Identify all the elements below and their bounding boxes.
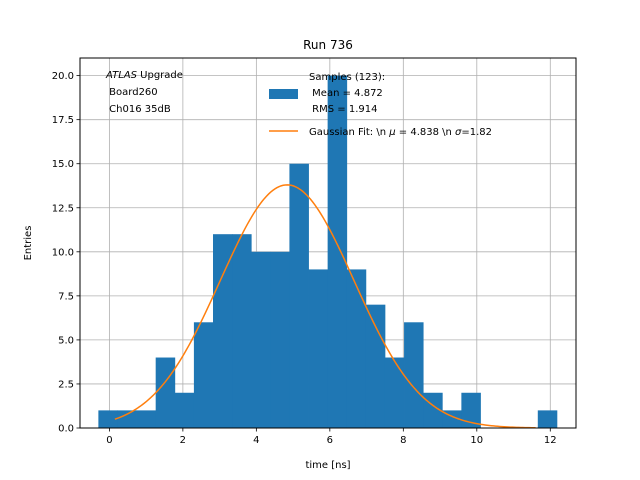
histogram-bar: [232, 234, 252, 428]
legend-fit-end: =1.82: [461, 127, 492, 138]
histogram-bar: [117, 410, 137, 428]
histogram-bar: [346, 269, 367, 428]
histogram-bar: [384, 357, 405, 428]
annotation-line-1: ATLAS Upgrade: [105, 70, 183, 81]
y-tick-label: 5.0: [58, 335, 74, 346]
histogram-bar: [537, 410, 558, 428]
gaussian-fit-curve: [114, 184, 536, 429]
histogram-bars: [98, 75, 558, 428]
histogram-bar: [289, 163, 309, 428]
histogram-bar: [270, 251, 290, 428]
histogram-bar: [155, 357, 176, 428]
y-tick-label: 7.5: [58, 291, 74, 302]
y-tick-label: 10.0: [52, 247, 74, 258]
histogram-bar: [251, 251, 271, 428]
annotation-line-2: Board260: [106, 87, 158, 98]
annotation-line-3: Ch016 35dB: [106, 104, 171, 115]
y-tick-label: 20.0: [52, 71, 74, 82]
x-tick-label: 6: [327, 435, 333, 446]
plot-frame: [79, 57, 577, 429]
legend-fit-label: Gaussian Fit: \n μ = 4.838 \n σ=1.82: [309, 127, 492, 138]
x-tick-label: 2: [180, 435, 186, 446]
gaussian-fit: [114, 184, 536, 429]
x-tick-label: 12: [544, 435, 557, 446]
x-tick-label: 10: [470, 435, 483, 446]
x-tick-label: 8: [400, 435, 406, 446]
histogram-bar: [327, 75, 348, 428]
x-tick-label: 4: [253, 435, 259, 446]
histogram-bar: [404, 322, 424, 428]
annotation-upgrade: Upgrade: [137, 70, 183, 81]
legend-hist-line-3: RMS = 1.914: [309, 104, 377, 115]
histogram-bar: [174, 392, 195, 428]
legend-hist-line-2: Mean = 4.872: [309, 88, 383, 99]
x-tick-label: 0: [106, 435, 112, 446]
y-tick-label: 17.5: [52, 115, 74, 126]
legend-hist-line-1: Samples (123):: [309, 72, 385, 83]
histogram-bar: [213, 234, 233, 428]
annotation-box: ATLAS Upgrade Board260 Ch016 35dB: [105, 70, 183, 115]
y-tick-label: 12.5: [52, 203, 74, 214]
y-axis-ticks: 0.0 2.5 5.0 7.5 10.0 12.5 15.0 17.5 20.0: [52, 71, 80, 435]
histogram-bar: [308, 269, 329, 428]
histogram-bar: [365, 304, 386, 428]
y-tick-label: 0.0: [58, 424, 74, 435]
legend-fit-prefix: Gaussian Fit: \n: [309, 127, 389, 138]
histogram-bar: [98, 410, 118, 428]
x-axis-ticks: 0 2 4 6 8 10 12: [106, 428, 557, 446]
y-tick-label: 15.0: [52, 159, 74, 170]
legend-fit-mid: = 4.838 \n: [396, 127, 455, 138]
histogram-bar: [136, 410, 157, 428]
y-tick-label: 2.5: [58, 379, 74, 390]
legend: Samples (123): Mean = 4.872 RMS = 1.914 …: [269, 72, 492, 138]
y-axis-label: Entries: [23, 226, 34, 261]
x-axis-label: time [ns]: [305, 460, 350, 471]
annotation-atlas: ATLAS: [105, 70, 138, 81]
histogram-bar: [461, 392, 481, 428]
legend-fit-sigma: σ: [455, 127, 462, 138]
histogram-bar: [193, 322, 214, 428]
chart-title: Run 736: [303, 38, 353, 52]
legend-fit-mu: μ: [388, 127, 395, 138]
legend-hist-swatch: [269, 89, 298, 99]
